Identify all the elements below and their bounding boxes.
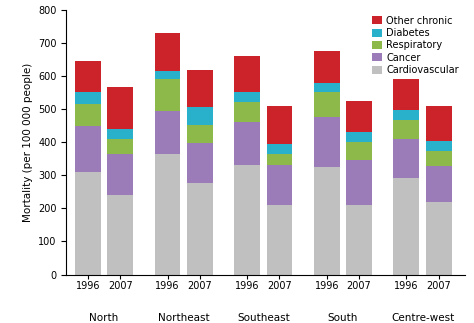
Bar	[346, 142, 372, 160]
Text: South: South	[328, 313, 358, 323]
Bar	[187, 107, 213, 125]
Bar	[266, 106, 292, 144]
Bar	[266, 205, 292, 275]
Bar	[234, 122, 260, 165]
Bar	[234, 102, 260, 122]
Bar	[187, 143, 213, 183]
Bar	[107, 154, 133, 195]
Bar	[426, 166, 452, 203]
Bar	[266, 165, 292, 205]
Bar	[107, 139, 133, 154]
Bar	[75, 61, 101, 92]
Bar	[393, 140, 419, 178]
Bar	[75, 172, 101, 275]
Bar	[314, 82, 340, 92]
Bar	[234, 165, 260, 275]
Bar	[346, 205, 372, 275]
Bar	[155, 154, 181, 275]
Text: Centre-west: Centre-west	[391, 313, 454, 323]
Bar	[314, 167, 340, 275]
Bar	[346, 160, 372, 205]
Y-axis label: Mortality (per 100 000 people): Mortality (per 100 000 people)	[23, 62, 33, 222]
Bar	[187, 183, 213, 275]
Text: North: North	[90, 313, 118, 323]
Bar	[346, 132, 372, 142]
Bar	[107, 129, 133, 139]
Bar	[393, 110, 419, 120]
Bar	[393, 178, 419, 275]
Bar	[107, 88, 133, 129]
Bar	[187, 125, 213, 143]
Bar	[426, 203, 452, 275]
Bar	[75, 126, 101, 172]
Bar	[155, 33, 181, 71]
Bar	[187, 70, 213, 107]
Text: Northeast: Northeast	[158, 313, 210, 323]
Bar	[393, 120, 419, 140]
Bar	[234, 56, 260, 92]
Bar	[75, 104, 101, 126]
Bar	[426, 141, 452, 151]
Text: Southeast: Southeast	[237, 313, 290, 323]
Bar	[266, 144, 292, 154]
Bar	[155, 111, 181, 154]
Bar	[155, 71, 181, 79]
Bar	[266, 154, 292, 165]
Bar	[314, 51, 340, 82]
Bar	[155, 79, 181, 111]
Bar	[314, 117, 340, 167]
Bar	[234, 92, 260, 102]
Bar	[314, 92, 340, 117]
Legend: Other chronic, Diabetes, Respiratory, Cancer, Cardiovascular: Other chronic, Diabetes, Respiratory, Ca…	[372, 15, 460, 76]
Bar	[426, 106, 452, 141]
Bar	[426, 151, 452, 166]
Bar	[107, 195, 133, 275]
Bar	[75, 92, 101, 104]
Bar	[346, 101, 372, 132]
Bar	[393, 79, 419, 110]
